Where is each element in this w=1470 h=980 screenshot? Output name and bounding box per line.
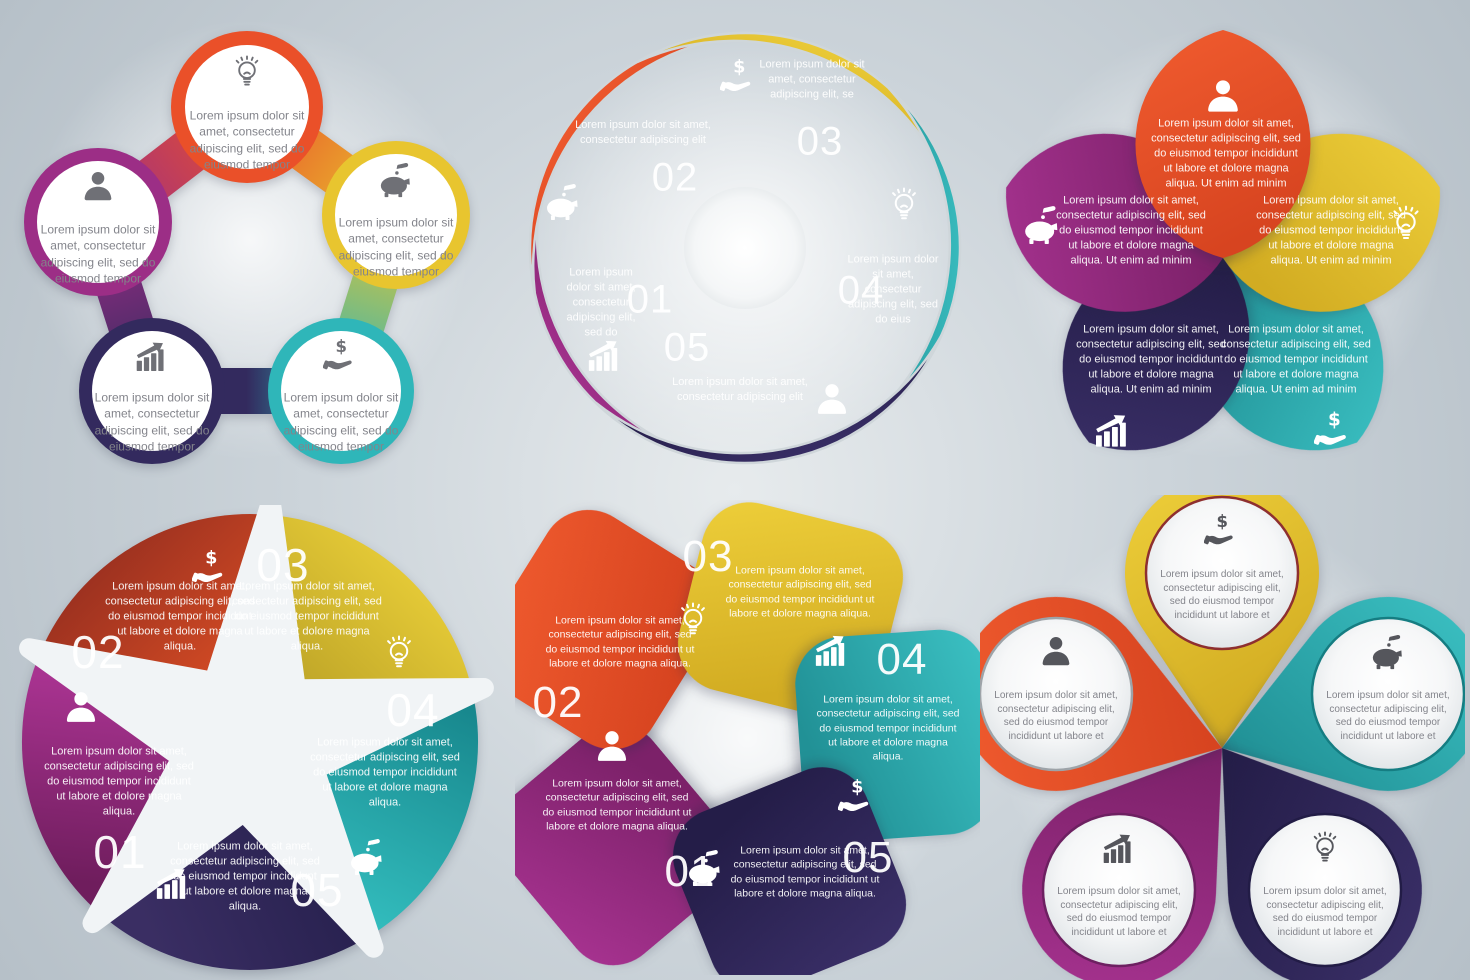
growth-chart-icon	[588, 340, 618, 371]
item-text: Lorem ipsum dolor sit amet, consectetur …	[542, 777, 692, 833]
item-text: Lorem ipsum dolor sit amet, consectetur …	[1221, 323, 1371, 396]
item-text: Lorem ipsum dolor sit amet, consectetur …	[94, 390, 210, 454]
item-text: Lorem ipsum dolor sit amet, consectetur …	[1057, 885, 1181, 938]
item-text: Lorem ipsum dolor sit amet, consectetur …	[283, 390, 399, 454]
rounded-blade-shapes	[515, 502, 980, 975]
step-number: 01	[93, 826, 147, 878]
item-text: Lorem ipsum dolor sit amet, consectetur …	[1263, 885, 1387, 938]
step-number: 05	[290, 864, 344, 916]
diagram-star-circle: 01 02 03 04 05 Lorem ipsum dolor sit ame…	[0, 476, 524, 980]
center-circle	[684, 187, 806, 309]
metaball-shapes	[24, 31, 470, 464]
item-text: Lorem ipsum dolor sit amet, consectetur …	[40, 222, 156, 286]
item-text: Lorem ipsum dolor sit amet, consectetur …	[545, 614, 695, 670]
blade-navy	[673, 767, 907, 975]
item-text: Lorem ipsum dolor sit amet, consectetur …	[1076, 323, 1226, 396]
petal-orange	[1135, 30, 1311, 258]
item-text: Lorem ipsum dolor sit amet, consectetur …	[44, 745, 194, 818]
segment-navy	[100, 742, 368, 970]
diagram-metaball-circles: Lorem ipsum dolor sit amet, consectetur …	[0, 0, 519, 509]
step-number: 01	[664, 847, 716, 896]
pin-shapes	[980, 495, 1465, 980]
money-hand-icon	[720, 58, 751, 92]
item-text: Lorem ipsum dolor sit amet, consectetur …	[1160, 568, 1284, 621]
blade-orange	[515, 509, 718, 750]
petal-shapes	[1006, 30, 1440, 451]
pin-circle-upper-left	[980, 616, 1134, 772]
item-text: Lorem ipsum dolor sit amet, consectetur …	[338, 215, 454, 279]
item-text: Lorem ipsum dolor sit amet, consectetur …	[105, 580, 255, 653]
diagram-swirl-pinwheel: 01 02 03 04 05 Lorem ipsum dolor sit ame…	[487, 0, 1008, 508]
step-number: 05	[842, 833, 894, 882]
step-number: 05	[663, 325, 711, 370]
item-text: Lorem ipsum dolor sit amet, consectetur …	[170, 840, 320, 913]
step-number: 02	[532, 678, 584, 727]
step-number: 03	[796, 119, 844, 164]
star-circle-shapes	[19, 505, 494, 970]
star-cutout	[19, 505, 494, 958]
lightbulb-icon	[892, 187, 916, 220]
step-number: 03	[682, 532, 734, 581]
inner-circle	[37, 161, 159, 283]
blade-navy	[594, 334, 943, 465]
step-number: 01	[626, 277, 674, 322]
item-text: Lorem ipsum dolor sit amet, consectetur …	[1056, 194, 1206, 267]
pin-circle-lower-right	[1247, 812, 1403, 968]
pin-circle-lower-left	[1041, 812, 1197, 968]
step-number: 04	[876, 635, 928, 684]
item-text: Lorem ipsum dolor sit amet, consectetur …	[1151, 117, 1301, 190]
item-text: Lorem ipsum dolor sit amet, consectetur …	[189, 108, 305, 172]
item-text: Lorem ipsum dolor sit amet, consectetur …	[566, 266, 636, 339]
item-text: Lorem ipsum dolor sit amet, consectetur …	[725, 564, 875, 620]
inner-circle	[92, 331, 212, 451]
inner-circle	[185, 45, 309, 169]
diagram-rounded-pinwheel: 01 02 03 04 05 Lorem ipsum dolor sit ame…	[487, 471, 1008, 980]
pin-circle-top	[1144, 495, 1300, 651]
item-text: Lorem ipsum dolor sit amet, consectetur …	[847, 253, 939, 326]
piggy-bank-icon	[547, 184, 578, 221]
item-text: Lorem ipsum dolor sit amet, consectetur …	[730, 844, 880, 900]
swirl-shapes	[528, 31, 962, 465]
pin-circle-upper-right	[1310, 616, 1465, 772]
diagram-teardrop-pins: Lorem ipsum dolor sit amet, consectetur …	[950, 465, 1470, 980]
inner-circle	[335, 154, 457, 276]
blade-purple	[515, 724, 735, 966]
businessman-icon	[817, 384, 847, 414]
step-number: 02	[71, 626, 125, 678]
item-text: Lorem ipsum dolor sit amet, consectetur …	[1256, 194, 1406, 267]
item-text: Lorem ipsum dolor sit amet, consectetur …	[1326, 689, 1450, 742]
step-number: 03	[256, 539, 310, 591]
item-text: Lorem ipsum dolor sit amet, consectetur …	[994, 689, 1118, 742]
item-text: Lorem ipsum dolor sit amet, consectetur …	[759, 58, 865, 101]
diagram-flower-petals: Lorem ipsum dolor sit amet, consectetur …	[956, 0, 1470, 502]
item-text: Lorem ipsum dolor sit amet, consectetur …	[310, 736, 460, 809]
step-number: 04	[386, 684, 440, 736]
step-number: 02	[651, 155, 699, 200]
step-number: 04	[837, 268, 885, 313]
item-text: Lorem ipsum dolor sit amet, consectetur …	[575, 119, 711, 146]
item-text: Lorem ipsum dolor sit amet, consectetur …	[816, 693, 960, 763]
item-text: Lorem ipsum dolor sit amet, consectetur …	[672, 376, 808, 403]
inner-circle	[281, 331, 401, 451]
item-text: Lorem ipsum dolor sit amet, consectetur …	[232, 580, 382, 653]
